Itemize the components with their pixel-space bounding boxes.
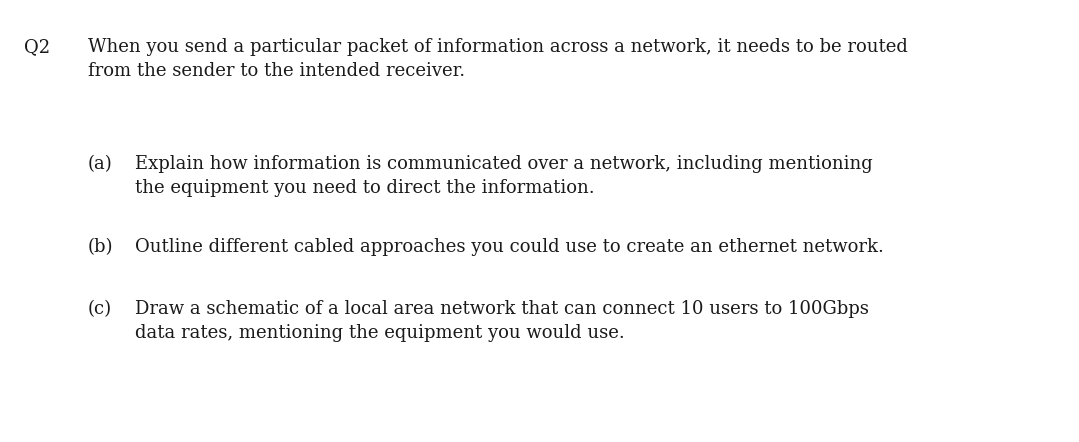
Text: Q2: Q2 <box>24 38 50 56</box>
Text: (c): (c) <box>88 300 112 318</box>
Text: data rates, mentioning the equipment you would use.: data rates, mentioning the equipment you… <box>135 324 625 342</box>
Text: When you send a particular packet of information across a network, it needs to b: When you send a particular packet of inf… <box>88 38 907 56</box>
Text: Explain how information is communicated over a network, including mentioning: Explain how information is communicated … <box>135 155 873 173</box>
Text: from the sender to the intended receiver.: from the sender to the intended receiver… <box>88 62 465 80</box>
Text: (b): (b) <box>88 238 113 256</box>
Text: (a): (a) <box>88 155 112 173</box>
Text: the equipment you need to direct the information.: the equipment you need to direct the inf… <box>135 179 595 197</box>
Text: Outline different cabled approaches you could use to create an ethernet network.: Outline different cabled approaches you … <box>135 238 884 256</box>
Text: Draw a schematic of a local area network that can connect 10 users to 100Gbps: Draw a schematic of a local area network… <box>135 300 869 318</box>
